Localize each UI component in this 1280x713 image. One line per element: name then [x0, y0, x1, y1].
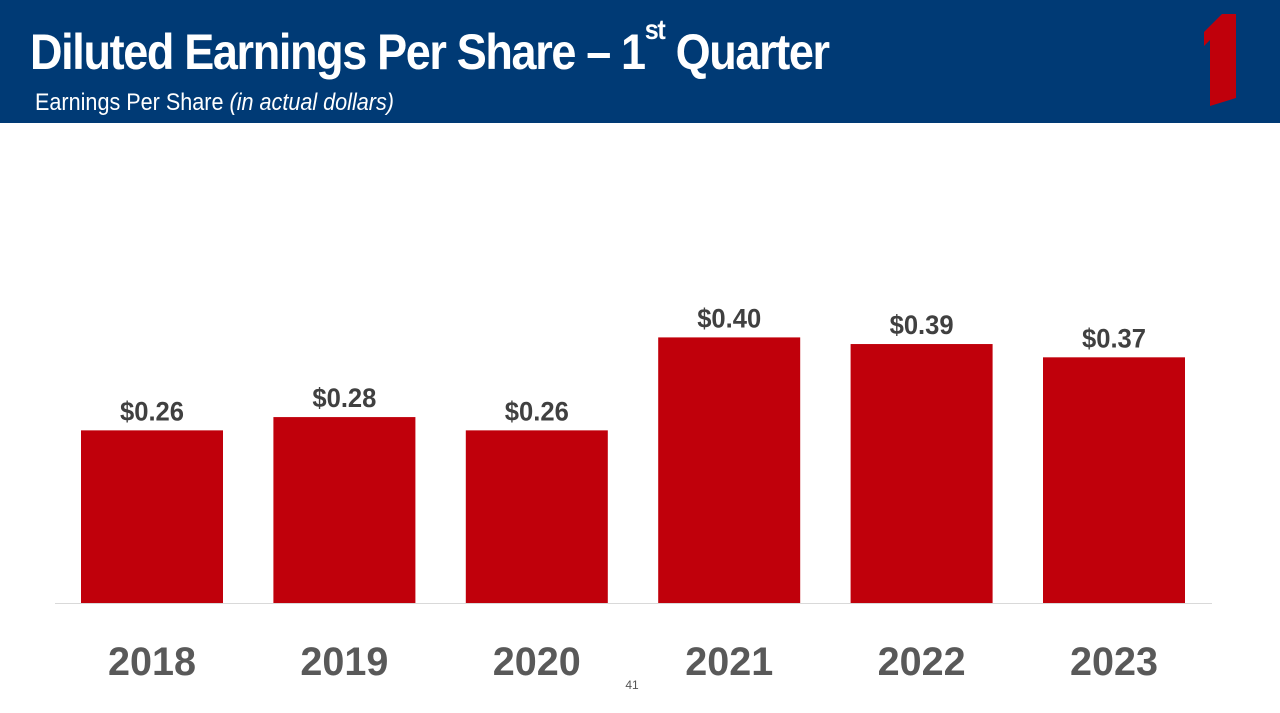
eps-bar-chart: $0.26 2018 $0.28 2019 $0.26 2020 $0.40 2021 $0.3… [55, 303, 1212, 684]
value-label-2023: $0.37 [1082, 323, 1146, 353]
page-subtitle: Earnings Per Share (in actual dollars) [35, 88, 394, 118]
header-banner: Diluted Earnings Per Share – 1st Quarter… [0, 0, 1280, 123]
bar-2018 [81, 430, 223, 603]
title-superscript: st [644, 14, 666, 45]
page-number: 41 [625, 678, 639, 692]
title-text: Diluted Earnings Per Share – 1 [30, 24, 646, 80]
value-label-2018: $0.26 [120, 396, 184, 426]
category-label-2020: 2020 [493, 640, 581, 684]
bar-2021 [658, 337, 801, 603]
title-text-end: Quarter [664, 24, 830, 80]
bar-2020 [465, 430, 608, 603]
numeral-one-logo-icon [1204, 14, 1236, 106]
page-title: Diluted Earnings Per Share – 1st Quarter [30, 16, 830, 84]
category-label-2021: 2021 [685, 640, 773, 684]
subtitle-italic: (in actual dollars) [229, 89, 394, 116]
category-label-2019: 2019 [300, 640, 388, 684]
category-label-2023: 2023 [1070, 640, 1158, 684]
category-label-2022: 2022 [878, 640, 966, 684]
subtitle-text: Earnings Per Share [35, 89, 230, 116]
value-label-2020: $0.26 [505, 396, 569, 426]
bar-2019 [273, 417, 416, 603]
value-label-2021: $0.40 [697, 303, 761, 333]
bar-2023 [1043, 357, 1185, 603]
bar-2022 [850, 344, 993, 603]
category-label-2018: 2018 [108, 640, 196, 684]
value-label-2022: $0.39 [890, 310, 954, 340]
value-label-2019: $0.28 [312, 383, 376, 413]
